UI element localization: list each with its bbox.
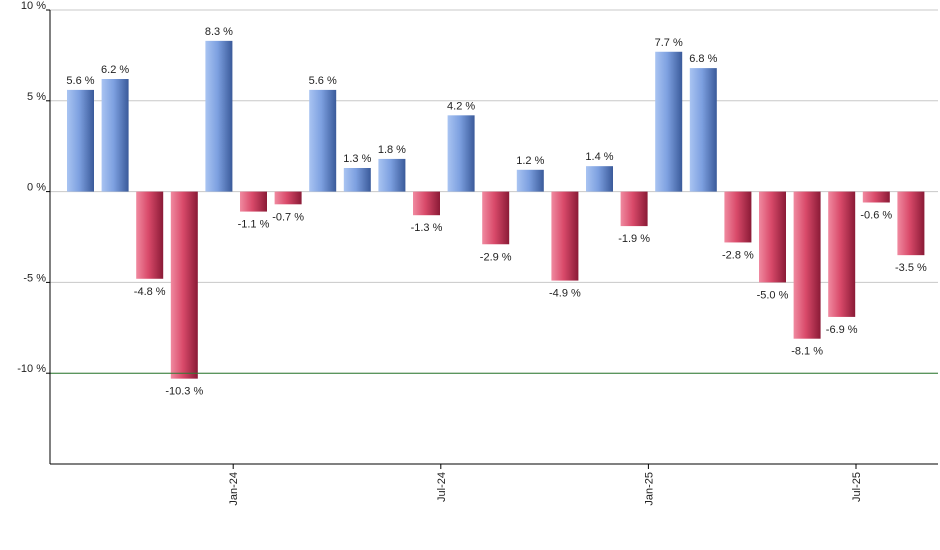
bar-value-label: 1.8 % — [378, 144, 406, 156]
bar-2024-09 — [482, 191, 510, 245]
bar-2025-04 — [724, 191, 752, 243]
bar-value-label: -2.9 % — [480, 251, 512, 263]
x-tick-label: Jan-25 — [643, 472, 655, 506]
bars — [67, 40, 925, 379]
bar-value-label: -1.3 % — [411, 222, 443, 234]
bar-value-label: -0.6 % — [860, 209, 892, 221]
bar-2025-09 — [897, 191, 925, 256]
x-tick-label: Jul-24 — [436, 472, 448, 502]
bar-2025-05 — [759, 191, 786, 283]
bar-value-label: 1.4 % — [585, 151, 613, 163]
bar-value-label: -1.9 % — [618, 233, 650, 245]
y-tick-label: -10 % — [17, 363, 46, 375]
bar-value-label: 5.6 % — [309, 75, 337, 87]
bar-value-label: 1.3 % — [343, 153, 371, 165]
bar-value-label: 1.2 % — [516, 155, 544, 167]
bar-2025-03 — [689, 68, 717, 192]
bar-value-label: -3.5 % — [895, 262, 927, 274]
bar-2024-01 — [205, 40, 233, 192]
bar-value-label: -1.1 % — [238, 219, 270, 231]
y-tick-label: 0 % — [27, 182, 46, 194]
bar-2024-10 — [516, 169, 544, 192]
data-labels: 5.6 % 6.2 % -4.8 % -10.3 % 8.3 % -1.1 %-0.7 %… — [66, 26, 927, 398]
bar-2024-02 — [240, 191, 267, 212]
bar-2023-10 — [101, 79, 129, 192]
bar-2023-09 — [67, 89, 94, 192]
bar-value-label: -4.8 % — [134, 286, 166, 298]
y-tick-label: -5 % — [23, 272, 46, 284]
bar-value-label: -0.7 % — [272, 211, 304, 223]
bar-value-label: -8.1 % — [791, 346, 823, 358]
bar-2023-12 — [170, 191, 198, 379]
bar-value-label: 5.6 % — [66, 75, 94, 87]
bar-value-label: -5.0 % — [757, 289, 789, 301]
bar-value-label: 7.7 % — [655, 37, 683, 49]
bar-2025-02 — [655, 51, 683, 192]
y-tick-label: 5 % — [27, 91, 46, 103]
bar-2025-07 — [828, 191, 856, 317]
bar-2025-06 — [793, 191, 821, 339]
x-tick-label: Jan-24 — [228, 472, 240, 506]
bar-2024-11 — [551, 191, 579, 281]
bar-2025-08 — [862, 191, 890, 203]
bar-2024-07 — [413, 191, 440, 216]
x-tick-label: Jul-25 — [851, 472, 863, 502]
bar-value-label: 4.2 % — [447, 100, 475, 112]
bar-2024-08 — [447, 115, 475, 192]
bar-2025-01 — [620, 191, 648, 227]
bar-2023-11 — [136, 191, 164, 279]
axes: 10 % 5 % 0 % -5 % -10 % Jan-24 Jul-24 Jan-25 Jul… — [17, 0, 938, 506]
bar-value-label: -2.8 % — [722, 249, 754, 261]
bar-2024-12 — [586, 166, 613, 192]
bar-value-label: 6.8 % — [689, 53, 717, 65]
bar-2024-06 — [378, 158, 406, 192]
bar-value-label: -6.9 % — [826, 324, 858, 336]
bar-value-label: 8.3 % — [205, 26, 233, 38]
bar-2024-03 — [274, 191, 302, 205]
bar-2024-04 — [309, 89, 337, 192]
y-tick-label: 10 % — [21, 0, 46, 12]
bar-value-label: -4.9 % — [549, 288, 581, 300]
bar-2024-05 — [343, 167, 371, 192]
bar-value-label: -10.3 % — [165, 386, 203, 398]
bar-value-label: 6.2 % — [101, 64, 129, 76]
